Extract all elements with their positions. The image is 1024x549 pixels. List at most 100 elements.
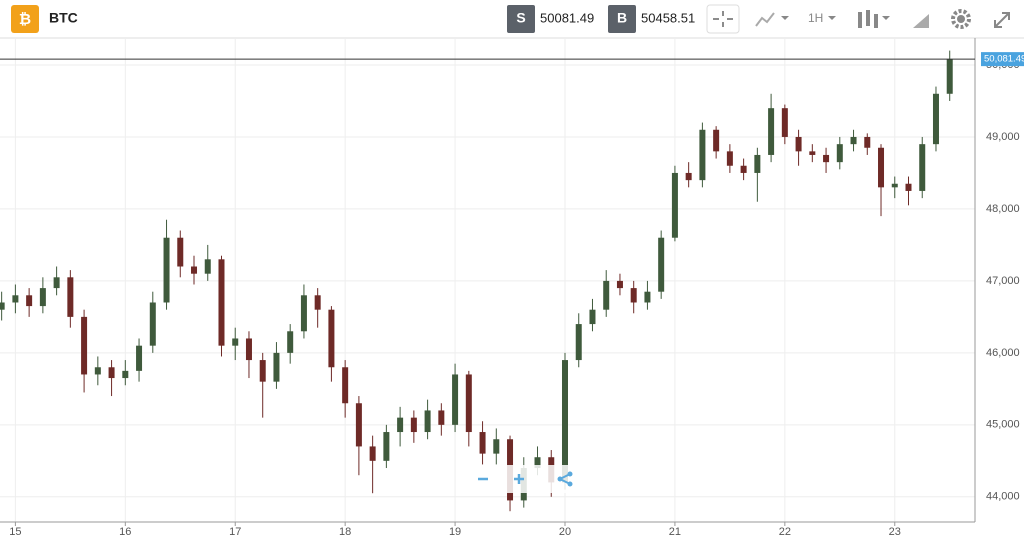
- coin-glyph: ₿: [19, 11, 31, 28]
- candle-body: [768, 108, 775, 155]
- sell-button[interactable]: [507, 5, 535, 33]
- candle-body: [273, 352, 280, 382]
- candle-body: [26, 295, 33, 307]
- y-tick-label: 46,000: [986, 347, 1020, 359]
- candle-body: [0, 302, 5, 310]
- settings-icon[interactable]: [951, 9, 971, 29]
- coin-icon: [11, 5, 39, 33]
- candle-body: [781, 108, 788, 137]
- candle-body: [561, 360, 568, 483]
- candle-body: [369, 446, 376, 461]
- dropdown-arrow: [882, 16, 890, 20]
- candle-body: [191, 266, 198, 274]
- candle-body: [630, 288, 637, 303]
- y-tick-label: 47,000: [986, 275, 1020, 287]
- x-tick-label: 20: [559, 526, 571, 538]
- candle-body: [452, 374, 459, 425]
- candle-body: [740, 165, 747, 173]
- candle-body: [575, 324, 582, 361]
- plot-area: 44,000 45,000 46,000 47,000 48,000 49,000 50,0…: [0, 38, 1024, 538]
- candle-body: [163, 237, 170, 303]
- chart-type-icon[interactable]: [755, 12, 775, 27]
- zoom-toolbar: [466, 465, 586, 493]
- candle-body: [713, 129, 720, 152]
- candle-body: [424, 410, 431, 433]
- symbol: BTC: [49, 10, 78, 26]
- fullscreen-icon[interactable]: [994, 12, 1010, 28]
- candle-body: [823, 154, 830, 163]
- candle-body: [671, 172, 678, 238]
- candle-body: [355, 403, 362, 447]
- interval[interactable]: 1H: [808, 11, 823, 25]
- dropdown-arrow: [781, 16, 789, 20]
- share-dot: [567, 481, 573, 487]
- candle-body: [67, 277, 74, 317]
- drawing-icon[interactable]: [913, 14, 929, 28]
- candle-body: [177, 237, 184, 267]
- candle-body: [410, 417, 417, 433]
- x-tick-label: 21: [669, 526, 681, 538]
- settings-icon-core: [957, 15, 965, 23]
- candle-body: [726, 151, 733, 166]
- candle-body: [232, 338, 239, 346]
- x-tick-label: 15: [9, 526, 21, 538]
- buy-button[interactable]: [608, 5, 636, 33]
- candle-body: [589, 309, 596, 325]
- candle-body: [287, 331, 294, 353]
- candle-body: [809, 151, 816, 155]
- x-tick-label: 19: [449, 526, 461, 538]
- price-tag-label: 50,081.49: [984, 54, 1024, 65]
- candles-icon[interactable]: [858, 10, 878, 28]
- candle-body: [342, 367, 349, 404]
- candle-body: [81, 316, 88, 375]
- candle-body: [534, 457, 541, 469]
- x-tick-label: 22: [779, 526, 791, 538]
- share-dot: [567, 471, 573, 477]
- y-tick-label: 49,000: [986, 131, 1020, 143]
- candle-body: [479, 432, 486, 454]
- sell-label: S: [516, 10, 525, 26]
- crosshair-icon: [713, 11, 733, 27]
- zoom-in[interactable]: [514, 474, 524, 484]
- candle-body: [644, 291, 651, 303]
- candle-body: [383, 432, 390, 461]
- candle-body: [12, 295, 19, 303]
- candle-body: [245, 338, 252, 361]
- candle-body: [658, 237, 665, 292]
- buy-price: 50458.51: [641, 10, 695, 25]
- candle-body: [616, 280, 623, 289]
- x-tick-label: 18: [339, 526, 351, 538]
- share-dot: [557, 476, 563, 482]
- candle-body: [878, 147, 885, 188]
- candle-body: [397, 417, 404, 433]
- candle-body: [136, 345, 143, 371]
- candle-body: [699, 129, 706, 181]
- buy-label: B: [617, 10, 627, 26]
- candle-body: [218, 259, 225, 346]
- y-tick-label: 44,000: [986, 491, 1020, 503]
- candle-body: [465, 374, 472, 433]
- candle-body: [204, 259, 211, 274]
- candle-body: [53, 277, 60, 289]
- candle-body: [149, 302, 156, 346]
- candle-body: [438, 410, 445, 425]
- candle-body: [603, 280, 610, 310]
- price-tag: [981, 52, 1024, 67]
- candle-body: [122, 370, 129, 379]
- x-tick-label: 16: [119, 526, 131, 538]
- candle-body: [919, 144, 926, 191]
- sell-price: 50081.49: [540, 10, 594, 25]
- candle-body: [39, 288, 46, 307]
- candle-body: [905, 183, 912, 191]
- candle-body: [754, 154, 761, 173]
- candle-body: [94, 367, 101, 375]
- candle-body: [493, 439, 500, 454]
- candle-body: [850, 136, 857, 145]
- candle-body: [108, 367, 115, 379]
- dropdown-arrow: [828, 16, 836, 20]
- candle-body: [836, 144, 843, 163]
- crosshair-button[interactable]: [706, 4, 740, 34]
- candle-body: [300, 295, 307, 332]
